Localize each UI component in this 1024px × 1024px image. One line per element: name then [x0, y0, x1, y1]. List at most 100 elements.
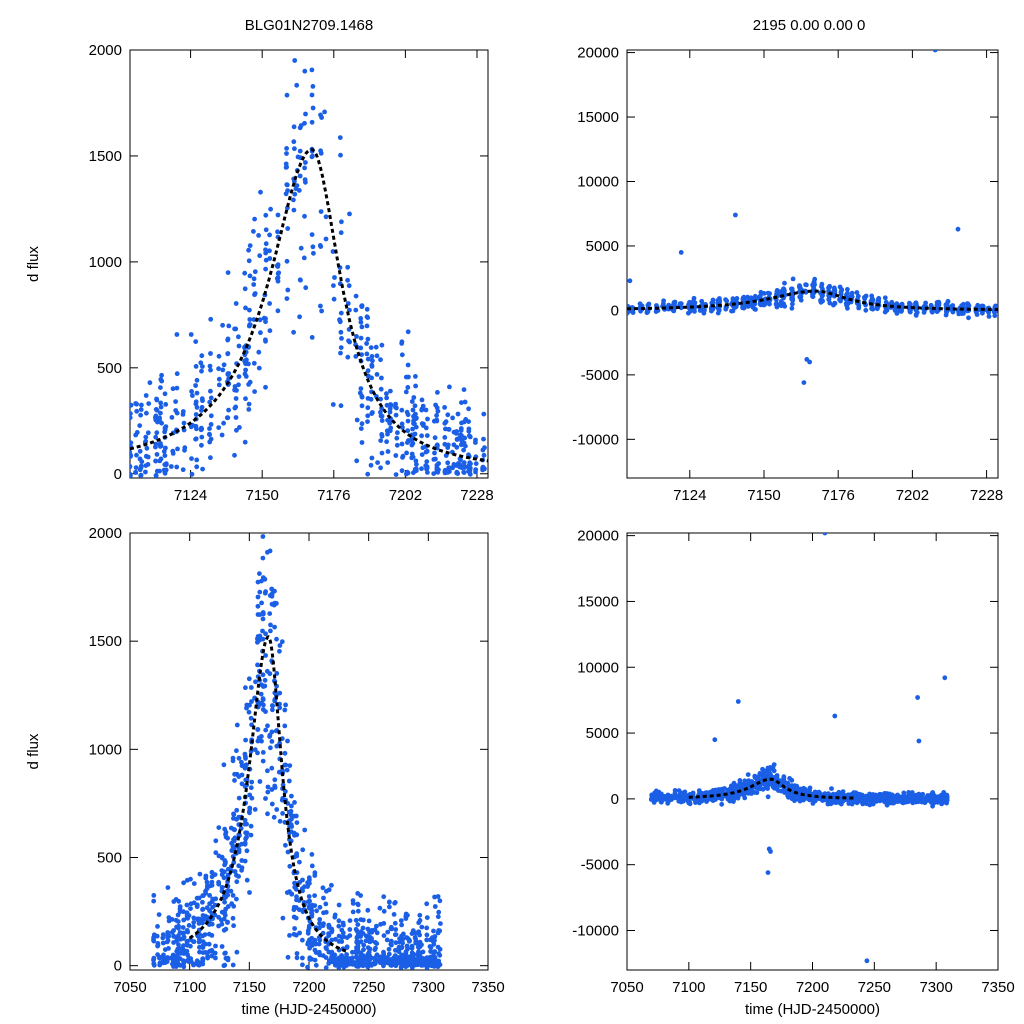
x-tick-label: 7150 [245, 487, 278, 504]
data-point [153, 473, 159, 478]
data-point [354, 458, 360, 464]
data-point [317, 937, 323, 943]
data-point [294, 894, 299, 900]
data-point [189, 389, 195, 394]
data-point [359, 303, 364, 309]
data-point [298, 245, 304, 251]
data-point [774, 775, 780, 780]
data-point [252, 291, 258, 296]
data-point [151, 893, 157, 898]
data-point [980, 310, 985, 316]
data-point [437, 928, 443, 934]
data-point [242, 270, 248, 276]
data-point [225, 957, 231, 963]
data-point [263, 257, 269, 263]
x-tick-label: 7300 [412, 979, 445, 996]
data-point [347, 918, 353, 923]
data-point [208, 367, 213, 373]
data-point [790, 301, 795, 307]
data-point [275, 278, 281, 284]
data-point [283, 762, 288, 768]
data-point [263, 631, 268, 637]
data-point [742, 791, 748, 797]
data-point [737, 778, 743, 783]
data-point [277, 690, 283, 696]
data-point [682, 789, 688, 795]
data-point [882, 309, 888, 315]
y-axis-label: d flux [25, 733, 42, 769]
data-point [196, 962, 202, 968]
y-tick-label: -5000 [581, 367, 619, 384]
data-point [347, 933, 353, 938]
data-point [157, 444, 163, 449]
data-point [180, 925, 186, 930]
data-point [445, 470, 451, 475]
data-point [754, 790, 760, 796]
data-points [648, 533, 950, 964]
data-point [420, 403, 426, 409]
data-point [165, 885, 171, 890]
data-point [161, 467, 167, 473]
data-point [260, 696, 266, 701]
data-point [191, 920, 197, 925]
data-point [425, 416, 430, 422]
data-point [257, 253, 263, 259]
data-point [284, 92, 290, 98]
data-point [944, 793, 950, 798]
data-point [263, 319, 268, 325]
y-tick-label: -10000 [572, 923, 619, 940]
data-point [790, 293, 796, 298]
data-point [379, 413, 385, 419]
y-tick-label: 20000 [577, 528, 619, 545]
data-point [338, 310, 344, 316]
data-point [810, 293, 815, 299]
data-point [234, 427, 239, 433]
data-point [246, 709, 252, 715]
data-point [274, 807, 280, 812]
data-point [242, 841, 248, 847]
data-point [234, 949, 240, 955]
data-point [974, 312, 980, 317]
data-point [233, 396, 239, 401]
data-point [181, 917, 187, 923]
data-point [860, 801, 866, 807]
data-point [752, 295, 758, 301]
data-point [289, 793, 294, 799]
data-point [284, 151, 289, 156]
data-point [291, 124, 297, 130]
data-point [184, 948, 190, 954]
data-point [339, 336, 344, 341]
data-point [159, 372, 165, 378]
data-point [292, 800, 297, 805]
outlier-point [916, 738, 922, 744]
y-tick-label: -10000 [572, 431, 619, 448]
data-point [265, 789, 271, 795]
data-point [234, 748, 239, 754]
data-point [310, 153, 315, 159]
data-point [364, 306, 370, 312]
data-point [233, 415, 239, 420]
data-point [191, 881, 197, 886]
data-point [260, 534, 266, 539]
data-point [438, 921, 443, 926]
data-point [417, 912, 423, 918]
data-point [130, 411, 133, 416]
data-point [943, 302, 949, 307]
data-point [354, 417, 360, 423]
data-point [297, 859, 302, 865]
data-point [292, 146, 297, 152]
data-point [194, 405, 200, 410]
data-point [405, 385, 411, 390]
data-point [797, 285, 803, 291]
data-point [420, 957, 426, 962]
data-point [323, 40, 328, 45]
data-point [272, 777, 278, 783]
data-point [310, 244, 316, 250]
data-point [374, 930, 380, 936]
data-point [255, 662, 260, 668]
data-point [193, 436, 199, 442]
data-point [798, 297, 804, 303]
data-point [232, 835, 238, 841]
data-point [338, 345, 344, 350]
data-point [292, 926, 297, 931]
